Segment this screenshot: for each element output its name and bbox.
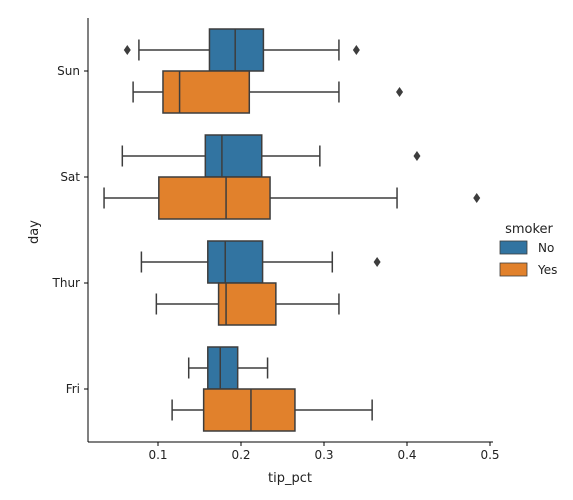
y-axis-label: day (27, 220, 42, 244)
legend-title: smoker (505, 222, 553, 237)
outlier-marker (473, 193, 481, 203)
legend-swatch (499, 262, 528, 277)
x-tick-label: 0.1 (148, 448, 167, 462)
x-tick-label: 0.3 (314, 448, 333, 462)
outlier-marker (413, 151, 421, 161)
y-tick-label: Fri (66, 382, 80, 396)
outlier-marker (352, 45, 360, 55)
y-tick-label: Thur (52, 276, 81, 290)
iqr-box (202, 388, 296, 432)
y-tick-label: Sat (60, 170, 80, 184)
box-yes-sat (103, 176, 481, 220)
legend-label: No (538, 241, 554, 255)
legend-entry-no: No (499, 240, 554, 255)
box-yes-sun (132, 70, 404, 114)
y-axis: Sun Sat Thur Fri (52, 18, 89, 442)
iqr-box (207, 240, 264, 284)
legend-label: Yes (537, 263, 557, 277)
iqr-box (208, 28, 265, 72)
box-no-sun (123, 28, 360, 72)
box-no-fri (187, 346, 269, 390)
iqr-box (204, 134, 263, 178)
x-axis: 0.1 0.2 0.3 0.4 0.5 (88, 441, 500, 462)
iqr-box (158, 176, 271, 220)
iqr-box (217, 282, 277, 326)
x-axis-label: tip_pct (268, 471, 312, 486)
outlier-marker (373, 257, 381, 267)
outlier-marker (396, 87, 404, 97)
iqr-box (207, 346, 239, 390)
x-tick-label: 0.4 (397, 448, 416, 462)
x-tick-label: 0.5 (480, 448, 499, 462)
legend-swatch (499, 240, 528, 255)
box-no-sat (121, 134, 421, 178)
box-yes-fri (171, 388, 373, 432)
iqr-box (162, 70, 251, 114)
x-tick-label: 0.2 (231, 448, 250, 462)
plot-area (103, 28, 481, 432)
outlier-marker (123, 45, 131, 55)
box-yes-thur (155, 282, 340, 326)
legend: smoker No Yes (499, 222, 557, 277)
box-no-thur (140, 240, 381, 284)
y-tick-label: Sun (57, 64, 80, 78)
legend-entry-yes: Yes (499, 262, 557, 277)
